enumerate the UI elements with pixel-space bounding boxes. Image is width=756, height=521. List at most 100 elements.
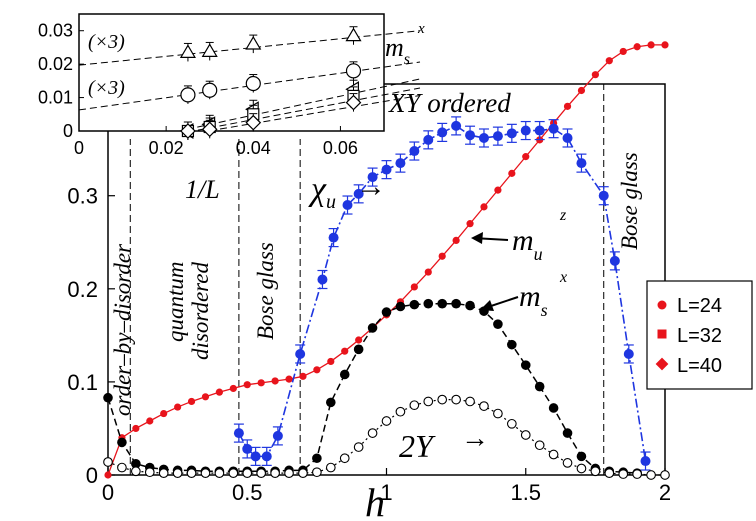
data-point-upsilon [548, 449, 559, 460]
data-point-m-uz [591, 71, 599, 79]
data-point-m-uz [355, 336, 363, 344]
y-tick-label: 0.2 [67, 277, 98, 302]
data-point-m-uz [187, 397, 196, 406]
inset-ms-label: ms x [385, 21, 425, 68]
data-point-m-uz [522, 153, 530, 161]
annotation-upsilon: 2Υ → [399, 423, 489, 464]
data-point-upsilon [562, 458, 573, 468]
data-point-chi-u [576, 158, 587, 169]
data-point-chi-u [609, 255, 620, 266]
data-point-m-sx [312, 453, 322, 464]
data-point-upsilon [451, 394, 461, 405]
data-point-m-uz [410, 283, 418, 291]
data-point-m-sx [548, 403, 559, 413]
data-point-chi-u [640, 456, 651, 467]
data-point-upsilon [618, 469, 629, 479]
x-tick-label: 0.5 [232, 480, 263, 505]
data-point-chi-u [548, 123, 559, 134]
data-point-m-uz [508, 169, 516, 177]
y-tick-label: 0 [86, 463, 98, 488]
legend-label-L32: L=32 [677, 325, 722, 347]
data-point-m-uz [466, 220, 474, 228]
data-point-upsilon [228, 468, 239, 478]
data-point-m-uz [313, 366, 321, 374]
data-point-chi-u [272, 430, 283, 441]
data-point-upsilon [256, 468, 267, 478]
svg-text:x: x [559, 269, 567, 286]
inset-x-tick-label: 0 [74, 138, 84, 158]
data-point-chi-u [328, 232, 339, 243]
inset-point-triangle [201, 43, 218, 57]
data-point-upsilon [632, 469, 643, 479]
svg-text:ms: ms [385, 33, 410, 68]
data-point-m-uz [452, 236, 460, 244]
data-point-upsilon [214, 468, 225, 478]
data-point-m-sx [367, 323, 378, 333]
data-point-chi-u [520, 125, 531, 136]
data-point-chi-u [465, 130, 476, 141]
legend-label-L40: L=40 [677, 355, 722, 377]
inset-fit-line [79, 61, 421, 111]
main-plot-layer: 0 0.5 1 1.5 2 0 0.1 0.2 0.3 [67, 41, 671, 505]
inset-y-tick-label: 0 [63, 121, 73, 141]
inset-point-diamond [245, 114, 262, 131]
data-point-m-sx [493, 319, 503, 329]
svg-text:x: x [417, 21, 425, 37]
svg-text:mu: mu [512, 224, 543, 264]
data-point-upsilon [506, 418, 517, 429]
data-point-upsilon [242, 468, 253, 478]
x-tick-label: 1.5 [510, 480, 541, 505]
legend-marker-L32 [657, 329, 667, 339]
y-tick-label: 0.1 [67, 370, 98, 395]
inset-point-circle [245, 75, 261, 92]
data-point-upsilon [423, 396, 434, 407]
data-point-chi-u [317, 274, 328, 285]
data-point-m-uz [201, 393, 210, 401]
data-point-upsilon [576, 463, 587, 474]
data-point-chi-u [295, 348, 306, 359]
data-point-chi-u [242, 443, 253, 454]
data-point-m-uz [424, 268, 432, 276]
data-point-upsilon [172, 468, 183, 478]
x-tick-label: 1 [380, 480, 392, 505]
data-point-upsilon [103, 457, 113, 467]
data-point-upsilon [520, 430, 531, 440]
region-label-disordered: disordered [188, 262, 213, 360]
data-point-m-uz [605, 57, 613, 65]
data-point-upsilon [200, 468, 211, 478]
data-point-m-sx [520, 360, 531, 370]
data-point-upsilon [353, 442, 364, 452]
data-point-m-uz [577, 86, 586, 95]
data-point-m-uz [341, 347, 349, 355]
inset-point-diamond [180, 123, 196, 139]
data-point-m-sx [395, 301, 406, 312]
data-point-m-uz [257, 379, 265, 387]
data-point-m-sx [423, 298, 434, 309]
data-point-chi-u [478, 132, 489, 143]
data-point-m-sx [534, 381, 545, 392]
data-point-m-sx [339, 369, 350, 380]
data-point-m-sx [437, 298, 448, 309]
data-point-upsilon [367, 428, 378, 438]
data-point-m-sx [131, 459, 141, 469]
data-point-upsilon [646, 470, 656, 480]
data-point-m-uz [229, 384, 237, 393]
data-point-m-uz [633, 43, 641, 51]
data-point-m-uz [494, 186, 502, 194]
data-point-m-sx [353, 344, 364, 355]
data-point-upsilon [312, 467, 322, 478]
data-point-m-uz [271, 377, 279, 385]
data-point-m-uz [563, 102, 572, 110]
region-label-order-by-disorder: order–by–disorder [110, 243, 135, 416]
inset-point-triangle [245, 35, 262, 50]
data-point-m-uz [215, 388, 223, 396]
region-label-quantum: quantum [163, 262, 188, 343]
data-point-upsilon [395, 406, 406, 417]
data-point-chi-u [423, 134, 434, 145]
inset-fit-line [177, 78, 421, 131]
annotation-m-sx: ms x [480, 269, 567, 320]
inset-fit-line [205, 94, 421, 131]
data-point-upsilon [465, 396, 475, 407]
data-point-upsilon [660, 470, 670, 480]
